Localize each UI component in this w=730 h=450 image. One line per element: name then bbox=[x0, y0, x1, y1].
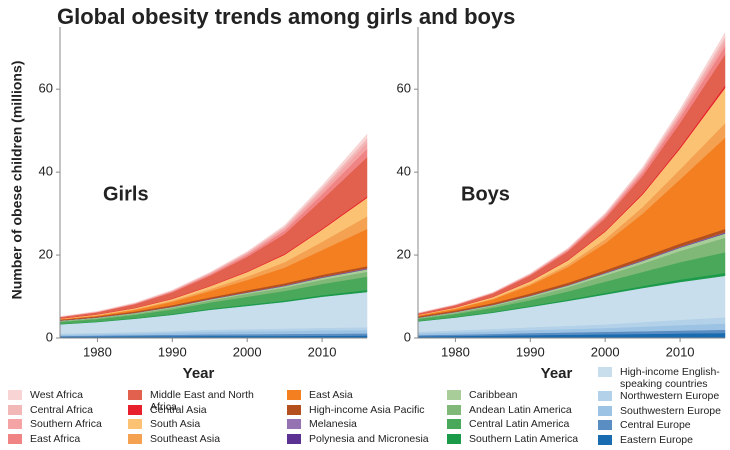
legend-label: Central Africa bbox=[30, 403, 94, 416]
legend-swatch bbox=[447, 404, 461, 415]
y-tick-label: 40 bbox=[39, 164, 53, 179]
legend-item: Central Africa bbox=[8, 404, 158, 416]
legend-label: High-income Asia Pacific bbox=[309, 403, 425, 416]
x-tick-label: 1980 bbox=[441, 344, 470, 359]
legend-label: Central Europe bbox=[620, 419, 691, 431]
legend-item: Northwestern Europe bbox=[598, 390, 723, 402]
legend-swatch bbox=[598, 367, 612, 377]
legend-swatch bbox=[8, 433, 22, 444]
x-tick-label: 2010 bbox=[308, 344, 337, 359]
legend-item: Southwestern Europe bbox=[598, 405, 723, 417]
legend-swatch bbox=[287, 390, 301, 400]
legend-swatch bbox=[128, 419, 142, 429]
x-tick-label: 2000 bbox=[233, 344, 262, 359]
legend-swatch bbox=[598, 391, 612, 401]
x-axis-label: Year bbox=[541, 365, 573, 382]
legend-label: Central Latin America bbox=[469, 418, 570, 430]
legend-label: Northwestern Europe bbox=[620, 390, 720, 402]
y-tick-label: 40 bbox=[397, 164, 411, 179]
legend-swatch bbox=[8, 419, 22, 429]
legend-label: Middle East and North Africa bbox=[150, 389, 254, 413]
legend-label: Southwestern Europe bbox=[620, 404, 721, 417]
legend-label: Andean Latin America bbox=[469, 403, 572, 416]
legend-label: Caribbean bbox=[469, 389, 518, 401]
legend-item: Central Latin America bbox=[447, 418, 597, 430]
legend-item: Southeast Asia bbox=[128, 433, 278, 445]
legend-label: Southeast Asia bbox=[150, 432, 221, 445]
y-axis-label: Number of obese children (millions) bbox=[9, 61, 25, 300]
legend-item: High-income Asia Pacific bbox=[287, 404, 437, 416]
legend-item: Caribbean bbox=[447, 389, 597, 401]
legend-label: West Africa bbox=[30, 389, 83, 401]
x-tick-label: 2010 bbox=[666, 344, 695, 359]
legend-label: Southern Latin America bbox=[469, 432, 579, 445]
y-tick-label: 60 bbox=[39, 81, 53, 96]
x-tick-label: 2000 bbox=[591, 344, 620, 359]
legend-item: Middle East and North Africa bbox=[128, 389, 278, 413]
legend-label: East Asia bbox=[309, 389, 353, 401]
legend-item: Polynesia and Micronesia bbox=[287, 433, 437, 445]
legend-label: Southern Africa bbox=[30, 418, 102, 430]
legend-item: Melanesia bbox=[287, 418, 437, 430]
legend-swatch bbox=[287, 419, 301, 429]
legend-item: East Africa bbox=[8, 433, 158, 445]
panel-title: Girls bbox=[103, 183, 149, 205]
chart-title: Global obesity trends among girls and bo… bbox=[57, 4, 515, 29]
y-tick-label: 0 bbox=[46, 329, 53, 344]
panel-title: Boys bbox=[461, 183, 510, 205]
legend-swatch bbox=[8, 404, 22, 415]
legend-swatch bbox=[447, 433, 461, 444]
legend-label: South Asia bbox=[150, 418, 201, 430]
x-tick-label: 1990 bbox=[516, 344, 545, 359]
x-axis-label: Year bbox=[183, 365, 215, 382]
y-tick-label: 20 bbox=[397, 247, 411, 262]
legend-item: South Asia bbox=[128, 418, 278, 430]
legend-swatch bbox=[598, 420, 612, 430]
legend-label: Central Asia bbox=[150, 403, 207, 416]
legend-swatch bbox=[128, 433, 142, 444]
area bbox=[59, 133, 368, 317]
x-tick-label: 1980 bbox=[83, 344, 112, 359]
legend-label: High-income English-speaking countries bbox=[620, 366, 720, 390]
legend-label: East Africa bbox=[30, 432, 81, 445]
legend-swatch bbox=[598, 434, 612, 445]
legend-item: Central Europe bbox=[598, 419, 723, 431]
legend-swatch bbox=[128, 404, 142, 415]
legend-swatch bbox=[287, 404, 301, 415]
legend-item: Southern Africa bbox=[8, 418, 158, 430]
legend-label: Melanesia bbox=[309, 418, 357, 430]
x-tick-label: 1990 bbox=[158, 344, 187, 359]
y-tick-label: 20 bbox=[39, 247, 53, 262]
legend-label: Polynesia and Micronesia bbox=[309, 432, 429, 445]
legend-label: Eastern Europe bbox=[620, 433, 693, 446]
legend-item: West Africa bbox=[8, 389, 158, 401]
legend-item: Central Asia bbox=[128, 404, 278, 416]
legend-swatch bbox=[598, 405, 612, 416]
legend-item: Southern Latin America bbox=[447, 433, 597, 445]
legend-swatch bbox=[287, 433, 301, 444]
legend-item: Andean Latin America bbox=[447, 404, 597, 416]
area bbox=[417, 31, 726, 314]
legend-item: Eastern Europe bbox=[598, 434, 723, 446]
y-tick-label: 0 bbox=[404, 329, 411, 344]
legend-swatch bbox=[447, 390, 461, 400]
legend-item: High-income English-speaking countries bbox=[598, 366, 723, 390]
legend-swatch bbox=[128, 390, 142, 400]
legend-swatch bbox=[8, 390, 22, 400]
legend-item: East Asia bbox=[287, 389, 437, 401]
y-tick-label: 60 bbox=[397, 81, 411, 96]
legend-swatch bbox=[447, 419, 461, 429]
